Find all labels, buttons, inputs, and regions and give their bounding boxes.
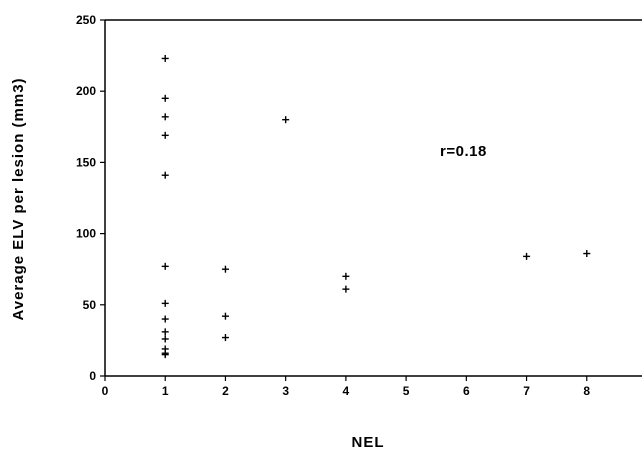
y-axis-ticks: 0 50 100 150 200 250 xyxy=(76,13,105,383)
y-tick-label: 50 xyxy=(83,298,97,312)
data-point-marker xyxy=(221,334,229,342)
x-tick-label: 3 xyxy=(282,384,289,398)
data-point-marker xyxy=(161,54,169,62)
x-tick-label: 4 xyxy=(343,384,350,398)
x-tick-label: 8 xyxy=(583,384,590,398)
x-axis-ticks: 0 1 2 3 4 5 6 7 8 xyxy=(102,376,590,398)
y-tick-label: 100 xyxy=(76,227,96,241)
data-point-marker xyxy=(161,328,169,336)
data-point-marker xyxy=(161,315,169,323)
data-point-marker xyxy=(583,250,591,258)
data-point-marker xyxy=(161,131,169,139)
y-tick-label: 150 xyxy=(76,155,96,169)
chart-axes xyxy=(104,19,642,377)
data-point-marker xyxy=(161,351,169,359)
x-tick-label: 2 xyxy=(222,384,229,398)
data-point-marker xyxy=(342,272,350,280)
y-axis-title: Average ELV per lesion (mm3) xyxy=(10,77,27,320)
data-point-marker xyxy=(161,299,169,307)
data-point-marker xyxy=(282,116,290,124)
x-tick-label: 7 xyxy=(523,384,530,398)
x-tick-label: 5 xyxy=(403,384,410,398)
data-point-marker xyxy=(342,285,350,293)
correlation-annotation: r=0.18 xyxy=(440,143,487,160)
x-tick-label: 0 xyxy=(102,384,109,398)
y-tick-label: 200 xyxy=(76,84,96,98)
data-points xyxy=(161,54,591,359)
data-point-marker xyxy=(161,94,169,102)
data-point-marker xyxy=(161,262,169,270)
data-point-marker xyxy=(221,312,229,320)
data-point-marker xyxy=(161,335,169,343)
data-point-marker xyxy=(161,171,169,179)
data-point-marker xyxy=(523,252,531,260)
data-point-marker xyxy=(221,265,229,273)
x-axis-title: NEL xyxy=(352,434,385,451)
x-tick-label: 6 xyxy=(463,384,470,398)
y-tick-label: 250 xyxy=(76,13,96,27)
x-tick-label: 1 xyxy=(162,384,169,398)
data-point-marker xyxy=(161,113,169,121)
y-tick-label: 0 xyxy=(89,369,96,383)
